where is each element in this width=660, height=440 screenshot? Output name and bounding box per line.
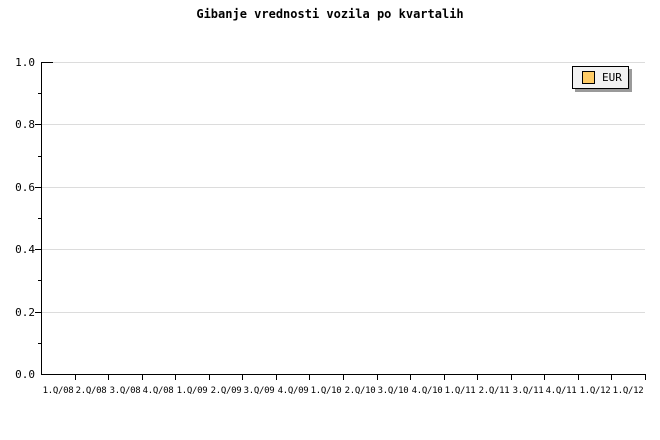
x-tick-label: 1.Q/09: [176, 386, 208, 396]
x-tick-label: 1.Q/12: [579, 386, 611, 396]
legend-swatch-eur: [582, 71, 595, 84]
x-tick: [75, 375, 76, 380]
y-minor-tick: [38, 93, 41, 94]
y-tick-label: 0.4: [15, 243, 35, 256]
legend-series-label: EUR: [602, 71, 622, 84]
x-axis-line: [41, 374, 646, 375]
gridline: [41, 124, 645, 125]
gridline: [41, 187, 645, 188]
x-tick-label: 2.Q/09: [210, 386, 242, 396]
y-major-tick: [35, 187, 41, 188]
y-tick-label: 0.2: [15, 306, 35, 319]
x-tick-label: 4.Q/08: [142, 386, 174, 396]
x-tick: [444, 375, 445, 380]
x-tick-label: 2.Q/10: [344, 386, 376, 396]
y-minor-tick: [38, 218, 41, 219]
x-tick-label: 2.Q/11: [478, 386, 510, 396]
x-tick-label: 4.Q/11: [545, 386, 577, 396]
x-tick-label: 3.Q/09: [243, 386, 275, 396]
legend: EUR: [572, 66, 629, 89]
x-tick: [142, 375, 143, 380]
x-tick: [544, 375, 545, 380]
x-tick-label: 1.Q/10: [310, 386, 342, 396]
x-tick-label: 3.Q/08: [109, 386, 141, 396]
x-tick: [309, 375, 310, 380]
x-tick-label: 3.Q/11: [512, 386, 544, 396]
y-major-tick: [35, 312, 41, 313]
y-minor-tick: [38, 156, 41, 157]
y-axis-top-cap: [41, 62, 53, 63]
x-tick-label: 3.Q/10: [377, 386, 409, 396]
x-tick: [578, 375, 579, 380]
y-tick-label: 0.0: [15, 368, 35, 381]
y-axis-line: [41, 62, 42, 375]
x-tick-label: 1.Q/11: [444, 386, 476, 396]
y-tick-label: 0.8: [15, 118, 35, 131]
x-tick: [410, 375, 411, 380]
x-tick-label: 4.Q/09: [277, 386, 309, 396]
x-tick: [242, 375, 243, 380]
x-tick-label: 1.Q/08: [42, 386, 74, 396]
y-major-tick: [35, 249, 41, 250]
x-tick: [108, 375, 109, 380]
y-minor-tick: [38, 343, 41, 344]
x-tick-label: 1.Q/12: [612, 386, 644, 396]
x-tick: [377, 375, 378, 380]
y-minor-tick: [38, 280, 41, 281]
y-tick-label: 1.0: [15, 56, 35, 69]
x-tick-label: 2.Q/08: [75, 386, 107, 396]
x-tick: [645, 375, 646, 380]
y-major-tick: [35, 124, 41, 125]
x-tick: [343, 375, 344, 380]
x-tick: [611, 375, 612, 380]
chart-title: Gibanje vrednosti vozila po kvartalih: [196, 7, 464, 21]
x-tick: [477, 375, 478, 380]
gridline: [41, 312, 645, 313]
x-tick: [209, 375, 210, 380]
gridline: [41, 249, 645, 250]
gridline: [41, 62, 645, 63]
y-tick-label: 0.6: [15, 181, 35, 194]
x-tick: [175, 375, 176, 380]
x-tick: [276, 375, 277, 380]
x-tick-label: 4.Q/10: [411, 386, 443, 396]
x-tick: [511, 375, 512, 380]
